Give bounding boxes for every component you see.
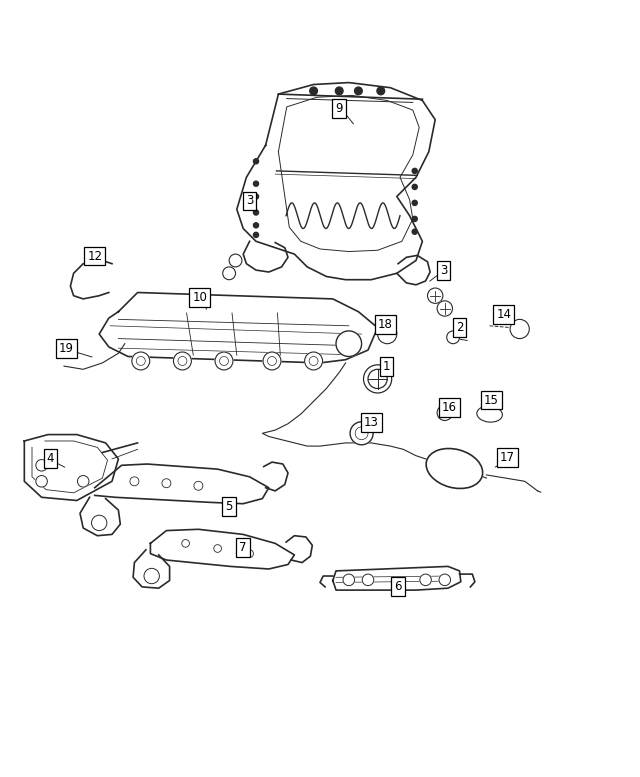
- Circle shape: [355, 87, 362, 95]
- Text: 3: 3: [440, 263, 447, 277]
- Circle shape: [305, 352, 323, 370]
- Circle shape: [350, 422, 373, 444]
- Circle shape: [92, 515, 107, 531]
- Circle shape: [173, 352, 191, 370]
- Circle shape: [428, 288, 443, 303]
- Circle shape: [36, 459, 47, 471]
- Ellipse shape: [426, 448, 483, 489]
- Circle shape: [364, 365, 392, 393]
- Text: 14: 14: [496, 308, 511, 321]
- Circle shape: [36, 476, 47, 487]
- Circle shape: [182, 539, 189, 547]
- Circle shape: [215, 352, 233, 370]
- Text: 17: 17: [500, 451, 515, 464]
- Text: 1: 1: [383, 361, 390, 373]
- Circle shape: [447, 331, 460, 343]
- Circle shape: [412, 216, 417, 221]
- Circle shape: [439, 574, 451, 586]
- Text: 10: 10: [192, 291, 207, 304]
- Text: 2: 2: [456, 321, 463, 334]
- Text: 6: 6: [394, 580, 402, 593]
- Text: 3: 3: [246, 194, 253, 207]
- Circle shape: [412, 200, 417, 205]
- Circle shape: [510, 319, 529, 339]
- Circle shape: [246, 550, 253, 557]
- Text: 15: 15: [484, 393, 499, 406]
- Circle shape: [130, 477, 139, 486]
- Circle shape: [214, 545, 221, 552]
- Circle shape: [310, 87, 317, 95]
- Text: 16: 16: [442, 401, 457, 414]
- Circle shape: [229, 254, 242, 267]
- Circle shape: [132, 352, 150, 370]
- Circle shape: [362, 574, 374, 586]
- Circle shape: [377, 87, 385, 95]
- Circle shape: [253, 232, 259, 238]
- Text: 12: 12: [87, 249, 102, 263]
- Circle shape: [144, 568, 159, 584]
- Circle shape: [412, 184, 417, 190]
- Circle shape: [194, 481, 203, 490]
- Text: 13: 13: [364, 416, 379, 429]
- Circle shape: [77, 476, 89, 487]
- Circle shape: [412, 229, 417, 234]
- Circle shape: [253, 223, 259, 228]
- Circle shape: [412, 169, 417, 173]
- Circle shape: [223, 267, 236, 280]
- Circle shape: [162, 479, 171, 488]
- Circle shape: [343, 574, 355, 586]
- Text: 18: 18: [378, 318, 393, 331]
- Circle shape: [253, 194, 259, 199]
- Circle shape: [335, 87, 343, 95]
- Circle shape: [253, 181, 259, 186]
- Circle shape: [420, 574, 431, 586]
- Text: 7: 7: [239, 541, 247, 554]
- Text: 4: 4: [47, 452, 54, 465]
- Circle shape: [253, 210, 259, 215]
- Ellipse shape: [477, 406, 502, 422]
- Circle shape: [336, 331, 362, 357]
- Circle shape: [378, 325, 397, 343]
- Text: 19: 19: [59, 342, 74, 354]
- Circle shape: [253, 159, 259, 164]
- Circle shape: [263, 352, 281, 370]
- Text: 9: 9: [335, 102, 343, 115]
- Circle shape: [437, 405, 452, 420]
- Text: 5: 5: [225, 500, 233, 513]
- Circle shape: [437, 301, 452, 316]
